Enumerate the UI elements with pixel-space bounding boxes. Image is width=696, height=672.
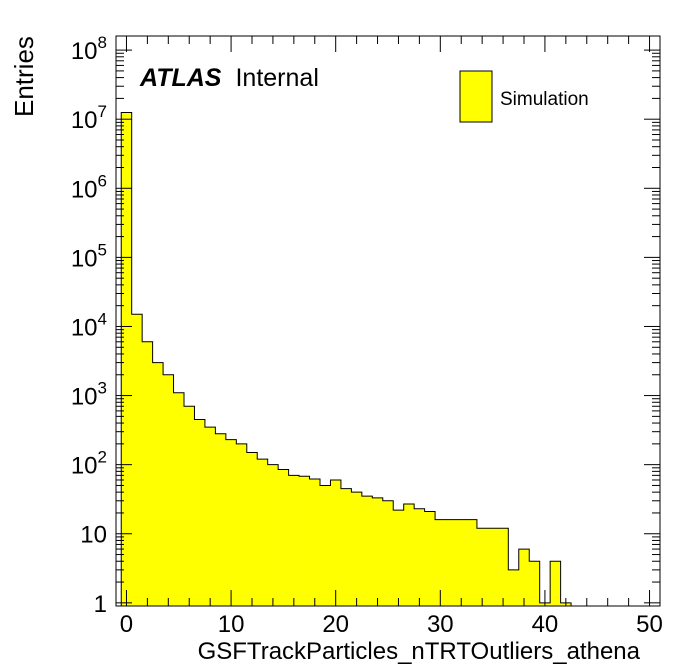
histogram-bar (142, 341, 153, 606)
y-axis-label: Entries (9, 36, 39, 117)
histogram-bar (445, 519, 457, 606)
histogram-bar (508, 569, 520, 606)
histogram-bar (351, 492, 363, 606)
atlas-bold: ATLAS (139, 64, 222, 92)
histogram-bar (215, 433, 227, 606)
histogram-bar (487, 528, 499, 606)
x-tick-label: 50 (636, 611, 663, 638)
histogram-bar (393, 510, 404, 606)
axis-ticks (116, 36, 660, 606)
y-tick-label: 104 (71, 309, 107, 341)
y-tick-label-exponent: 6 (98, 171, 107, 190)
y-tick-label: 105 (71, 240, 107, 272)
y-tick-label-base: 10 (71, 107, 98, 134)
histogram-bar (372, 497, 384, 606)
y-tick-label-base: 1 (94, 591, 107, 618)
histogram-bar (466, 519, 478, 606)
histogram-bar (456, 519, 467, 606)
histogram-bar (529, 561, 540, 606)
x-tick-label: 10 (218, 611, 245, 638)
histogram-bar (320, 485, 331, 606)
histogram-bar (173, 392, 185, 606)
histogram-bar (194, 419, 206, 606)
y-tick-label: 102 (71, 448, 107, 480)
legend-entry-simulation: Simulation (500, 89, 589, 110)
histogram-bar (267, 464, 279, 606)
y-tick-label-base: 10 (71, 453, 98, 480)
histogram-bar (204, 427, 216, 606)
histogram-bar (382, 500, 394, 606)
x-tick-label: 30 (427, 611, 454, 638)
histogram-bar (288, 475, 300, 606)
histogram-bar (424, 511, 436, 606)
x-axis-label: GSFTrackParticles_nTRTOutliers_athena (198, 638, 641, 665)
histogram-bar (131, 314, 143, 606)
atlas-internal: Internal (235, 64, 318, 92)
y-tick-label-base: 10 (71, 314, 98, 341)
y-tick-label-exponent: 4 (98, 309, 107, 328)
legend: Simulation (459, 70, 589, 123)
histogram-step-line (120, 111, 572, 606)
y-tick-label: 10 (80, 522, 107, 549)
plot-frame (115, 35, 661, 607)
y-tick-label-base: 10 (71, 176, 98, 203)
histogram-bar (330, 479, 342, 606)
y-tick-label-exponent: 5 (98, 240, 107, 259)
histogram-bar (309, 478, 321, 606)
histogram-bar (278, 469, 289, 606)
y-tick-label: 108 (71, 33, 107, 65)
atlas-label: ATLAS Internal (139, 64, 319, 92)
histogram-bar (414, 508, 425, 606)
x-tick-label: 40 (532, 611, 559, 638)
histogram-outline (120, 111, 572, 606)
legend-swatch (459, 70, 493, 123)
histogram-bar (236, 443, 248, 606)
y-tick-label: 1 (94, 591, 107, 618)
histogram-bar (121, 112, 132, 607)
x-tick-label: 0 (120, 611, 133, 638)
y-tick-label-base: 10 (71, 38, 98, 65)
histogram-bar (435, 519, 446, 606)
histogram-bar (152, 362, 164, 606)
histogram-bars (121, 112, 572, 607)
histogram-bar (163, 374, 174, 606)
histogram-bar (476, 528, 488, 606)
y-tick-label-base: 10 (71, 384, 98, 411)
y-tick-label: 103 (71, 379, 107, 411)
y-tick-label: 106 (71, 171, 107, 203)
histogram-bar (497, 528, 509, 606)
histogram-bar (184, 406, 195, 606)
histogram-bar (257, 459, 268, 606)
y-tick-label: 107 (71, 102, 107, 134)
y-tick-label-base: 10 (80, 522, 107, 549)
y-tick-label-base: 10 (71, 245, 98, 272)
y-tick-label-exponent: 7 (98, 102, 107, 121)
x-tick-labels: 0 10 20 30 40 50 (120, 611, 663, 638)
histogram-bar (361, 496, 373, 606)
histogram-bar (299, 476, 310, 606)
y-tick-label-exponent: 8 (98, 33, 107, 52)
x-tick-label: 20 (322, 611, 349, 638)
y-tick-label-exponent: 2 (98, 448, 107, 467)
histogram-bar (225, 439, 237, 606)
histogram-bar (246, 452, 258, 606)
histogram-bar (550, 561, 561, 606)
y-tick-label-exponent: 3 (98, 379, 107, 398)
histogram-bar (518, 549, 530, 606)
histogram-bar (340, 488, 352, 606)
histogram-bar (403, 503, 415, 606)
